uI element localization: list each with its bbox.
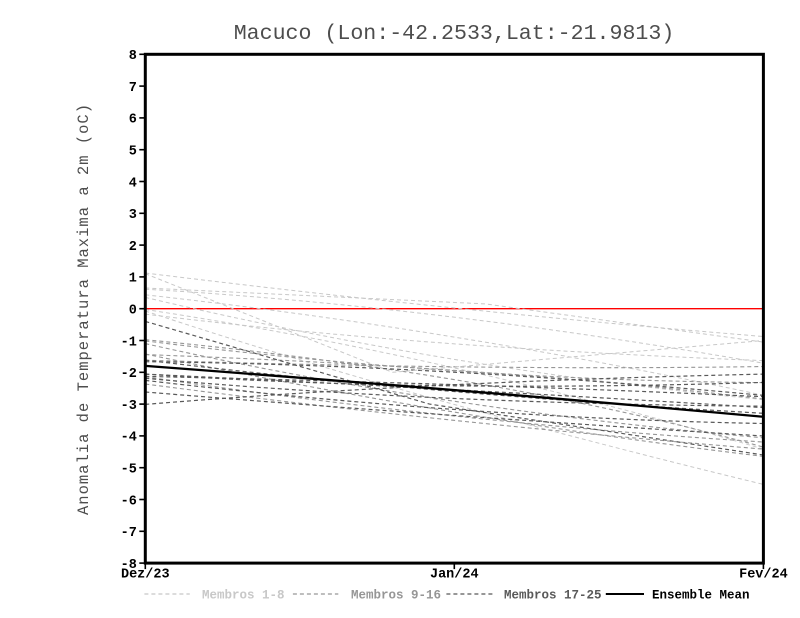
svg-text:Membros 9-16: Membros 9-16 bbox=[351, 589, 441, 603]
svg-text:-7: -7 bbox=[121, 526, 137, 541]
svg-text:0: 0 bbox=[129, 304, 137, 319]
svg-text:7: 7 bbox=[129, 81, 137, 96]
svg-text:-1: -1 bbox=[121, 335, 137, 350]
svg-text:6: 6 bbox=[129, 113, 137, 128]
svg-text:3: 3 bbox=[129, 208, 137, 223]
svg-text:5: 5 bbox=[129, 145, 137, 160]
svg-text:8: 8 bbox=[129, 49, 137, 64]
svg-text:Fev/24: Fev/24 bbox=[739, 568, 788, 583]
svg-text:-6: -6 bbox=[121, 494, 137, 509]
svg-text:-3: -3 bbox=[121, 399, 137, 414]
svg-text:4: 4 bbox=[129, 176, 137, 191]
svg-text:Dez/23: Dez/23 bbox=[121, 568, 170, 583]
svg-text:-2: -2 bbox=[121, 367, 137, 382]
svg-text:Membros 17-25: Membros 17-25 bbox=[504, 589, 602, 603]
svg-text:Jan/24: Jan/24 bbox=[430, 568, 479, 583]
svg-text:-5: -5 bbox=[121, 463, 137, 478]
svg-text:Ensemble Mean: Ensemble Mean bbox=[652, 589, 750, 603]
svg-text:-4: -4 bbox=[121, 431, 137, 446]
svg-text:Membros 1-8: Membros 1-8 bbox=[202, 589, 285, 603]
svg-text:1: 1 bbox=[129, 272, 137, 287]
svg-text:2: 2 bbox=[129, 240, 137, 255]
